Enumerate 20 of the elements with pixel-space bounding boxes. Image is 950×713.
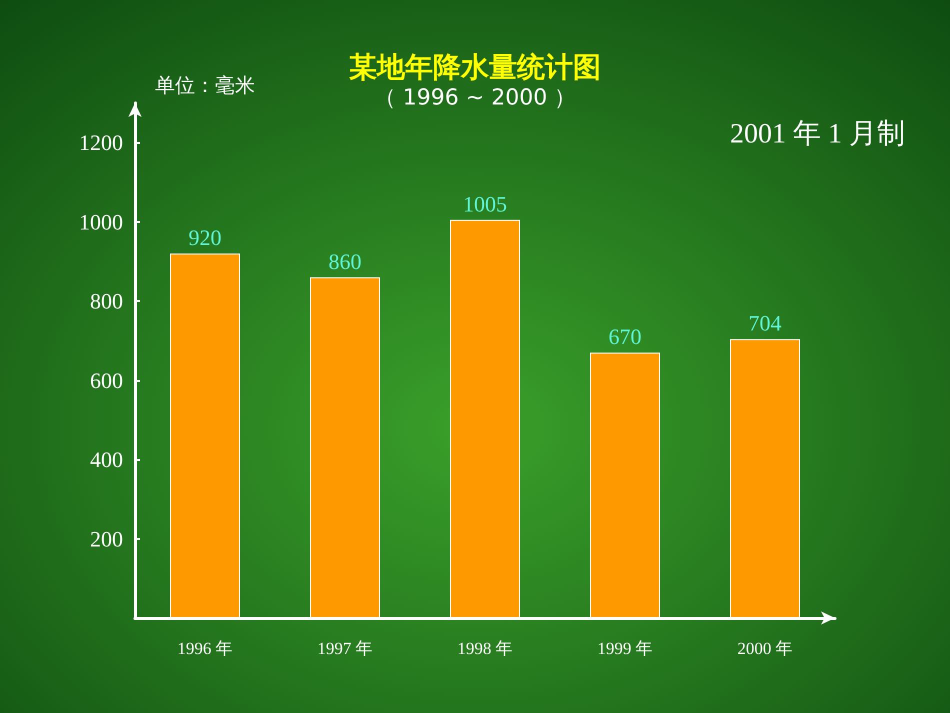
x-tick-label: 2000 年: [737, 639, 793, 658]
y-tick-label: 200: [90, 526, 123, 552]
x-tick-label: 1996 年: [177, 639, 233, 658]
y-axis-title: 单位：毫米: [155, 73, 255, 97]
data-label: 670: [608, 324, 642, 350]
data-label: 1005: [463, 191, 507, 216]
data-label: 704: [748, 310, 782, 336]
y-tick-label: 1000: [79, 209, 123, 234]
data-label: 860: [328, 248, 362, 274]
y-tick-label: 1200: [79, 130, 123, 156]
chart-title: 某地年降水量统计图: [349, 50, 601, 84]
data-label: 920: [188, 225, 222, 250]
y-tick-label: 800: [90, 288, 123, 314]
y-tick-label: 600: [90, 368, 123, 393]
chart-subtitle: （ 1996 ~ 2000 ）: [374, 86, 576, 110]
y-tick-label: 400: [90, 447, 123, 472]
x-tick-label: 1997 年: [317, 639, 373, 658]
x-tick-label: 1998 年: [457, 639, 513, 658]
x-tick-label: 1999 年: [597, 639, 653, 658]
annotation: 2001 年 1 月制: [730, 118, 905, 150]
